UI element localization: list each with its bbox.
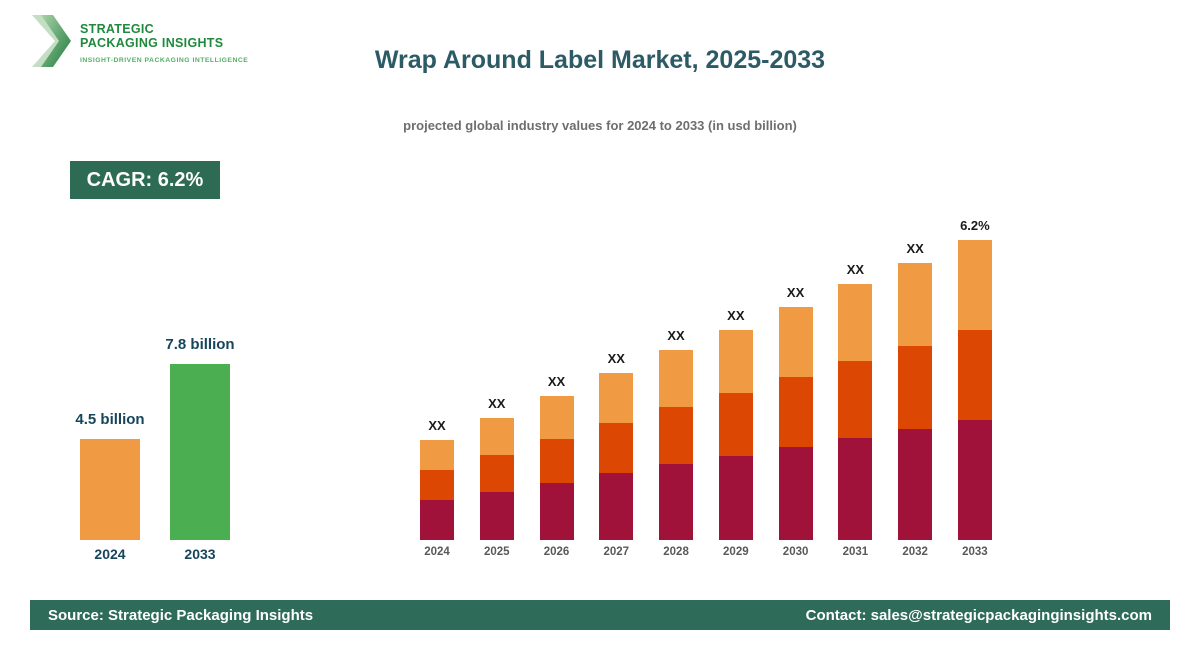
middle-segment [659,407,694,464]
bottom-segment [479,492,514,540]
bottom-segment [539,483,574,540]
top-segment [599,373,634,423]
stacked-bar-value-label: XX [667,328,685,343]
stacked-bar-year-label: 2027 [603,546,630,558]
stacked-bar-year-label: 2024 [424,546,450,558]
bottom-segment [778,447,813,540]
top-segment [659,350,694,407]
stacked-bar-year-label: 2031 [842,546,869,558]
stacked-bar-year-label: 2026 [543,546,570,558]
middle-segment [539,439,574,483]
middle-segment [420,470,454,500]
middle-segment [479,455,514,492]
top-segment [420,440,454,470]
mini-bar-column-2033: 7.8 billion 2033 [165,336,234,562]
bottom-segment [599,473,634,540]
stacked-bar-value-label: XX [607,351,625,366]
page-title: Wrap Around Label Market, 2025-2033 [374,46,826,74]
middle-segment [599,423,634,473]
middle-segment [957,330,992,420]
contact-text: Contact: sales@strategicpackaginginsight… [805,606,1152,624]
footer-bar: Source: Strategic Packaging Insights Con… [30,600,1170,630]
middle-segment [778,377,813,447]
bottom-segment [718,456,753,540]
stacked-bar-year-label: 2025 [483,546,510,558]
stacked-bar-year-label: 2033 [962,546,988,558]
stacked-bar-column-2025: XX 2025 [479,396,514,562]
stacked-bar-column-2028: XX 2028 [659,328,694,562]
brand-text: STRATEGIC PACKAGING INSIGHTS INSIGHT-DRI… [80,12,248,64]
mini-bar-value-label: 7.8 billion [165,336,235,353]
mini-bar-year-label: 2033 [184,546,216,562]
stacked-bar-value-label: XX [547,374,566,389]
stacked-bar-column-2029: XX 2029 [718,308,753,562]
mini-bar-2033 [170,364,230,540]
top-segment [718,330,753,393]
top-segment [479,418,514,455]
stacked-bar-year-label: 2032 [902,546,928,558]
source-text: Source: Strategic Packaging Insights [48,606,314,624]
top-segment [838,284,873,361]
stacked-bar-value-label: 6.2% [960,218,990,233]
middle-segment [718,393,753,456]
stacked-bar-year-label: 2030 [782,546,809,558]
bottom-segment [898,429,933,540]
stacked-bar-year-label: 2029 [723,546,749,558]
stacked-bar-value-label: XX [488,396,506,411]
brand-name-line2: PACKAGING INSIGHTS [80,36,224,50]
stacked-bar-column-2031: XX 2031 [838,262,873,562]
stacked-bar-column-2030: XX 2030 [778,285,813,562]
chevron-arrow-icon [32,15,71,67]
bottom-segment [659,464,694,540]
top-segment [957,240,992,330]
brand-name-line1: STRATEGIC [80,22,154,36]
stacked-bar-value-label: XX [846,262,865,277]
mini-comparison-chart: 4.5 billion 2024 7.8 billion 2033 [75,310,234,562]
stacked-bar-column-2024: XX 2024 [420,418,454,562]
brand-logo: STRATEGIC PACKAGING INSIGHTS INSIGHT-DRI… [30,12,248,70]
bottom-segment [420,500,454,540]
stacked-bar-value-label: XX [906,241,924,256]
mini-bar-year-label: 2024 [94,546,126,562]
stacked-bar-column-2033: 6.2% 2033 [957,218,992,562]
bottom-segment [957,420,992,540]
page-subtitle: projected global industry values for 202… [403,118,797,133]
top-segment [898,263,933,346]
middle-segment [838,361,873,438]
mini-bar-2024 [80,439,140,540]
stacked-bar-value-label: XX [786,285,805,300]
mini-bar-column-2024: 4.5 billion 2024 [75,411,144,562]
mini-bar-value-label: 4.5 billion [75,411,145,428]
bottom-segment [838,438,873,540]
stacked-bar-value-label: XX [428,418,446,433]
stacked-bar-column-2032: XX 2032 [898,241,933,562]
cagr-badge: CAGR: 6.2% [70,161,220,199]
stacked-bar-year-label: 2028 [663,546,689,558]
stacked-bar-value-label: XX [727,308,745,323]
stacked-bar-column-2027: XX 2027 [599,351,634,562]
middle-segment [898,346,933,429]
brand-tagline: INSIGHT-DRIVEN PACKAGING INTELLIGENCE [80,57,249,64]
top-segment [778,307,813,377]
top-segment [539,396,574,439]
stacked-bar-column-2026: XX 2026 [539,374,574,562]
stacked-bar-chart: XX 2024 XX 2025 XX 2026 XX 2027 XX 2028 XX 2029 XX 20… [420,196,992,562]
